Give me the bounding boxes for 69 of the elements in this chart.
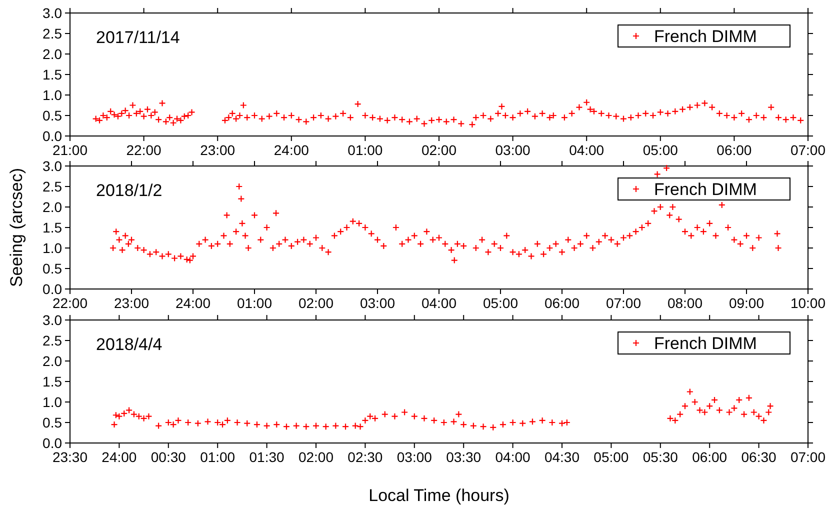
y-tick-label: 3.0	[42, 312, 62, 328]
text: 02:00	[421, 142, 457, 158]
x-tick-label: 04:00	[495, 449, 531, 465]
y-axis-title: Seeing (arcsec)	[7, 168, 26, 288]
x-tick-label: 06:30	[741, 449, 777, 465]
y-tick-label: 2.0	[42, 46, 62, 62]
x-tick-label: 01:00	[200, 449, 236, 465]
y-tick-label: 1.5	[42, 66, 62, 82]
x-tick-label: 05:00	[594, 449, 629, 465]
legend-label: French DIMM	[654, 180, 757, 199]
y-tick-label: 3.0	[42, 158, 62, 174]
x-tick-label: 00:30	[150, 449, 186, 465]
legend-label: French DIMM	[654, 26, 757, 46]
text: 23:00	[114, 295, 150, 311]
x-tick-label: 04:30	[544, 449, 580, 465]
x-tick-label: 24:00	[102, 449, 137, 465]
x-tick-label: 23:30	[52, 449, 88, 465]
y-tick-label: 0.5	[42, 260, 62, 276]
x-tick-label: 03:30	[446, 449, 482, 465]
y-tick-label: 2.5	[42, 25, 62, 42]
y-tick-label: 2.0	[42, 198, 62, 215]
y-tick-label: 1.0	[42, 394, 62, 410]
text: 03:00	[495, 142, 530, 158]
text: 02:00	[298, 295, 334, 311]
text: 04:00	[569, 142, 604, 158]
y-tick-label: 2.5	[42, 332, 62, 348]
legend-label: French DIMM	[654, 334, 757, 353]
text: 05:00	[482, 295, 518, 311]
y-tick-label: 1.0	[42, 86, 62, 103]
y-tick-label: 0.0	[42, 434, 62, 451]
x-tick-label: 05:30	[642, 449, 678, 465]
text: 10:00	[790, 295, 826, 311]
y-tick-label: 0.5	[42, 107, 62, 124]
text: 07:00	[790, 142, 826, 158]
y-tick-label: 0.5	[42, 414, 62, 430]
text: 24:00	[274, 142, 309, 158]
y-tick-label: 1.0	[42, 240, 62, 256]
y-tick-label: 0.0	[42, 128, 62, 144]
x-tick-label: 01:30	[249, 449, 285, 465]
text: 21:00	[52, 142, 88, 158]
text: 24:00	[175, 295, 211, 311]
text: 09:00	[728, 295, 764, 311]
text: 22:00	[52, 295, 88, 311]
text: 03:00	[360, 295, 396, 311]
y-tick-label: 1.5	[42, 219, 62, 236]
text: 23:00	[200, 142, 236, 158]
x-tick-label: 02:30	[348, 449, 383, 465]
y-tick-label: 1.5	[42, 373, 62, 390]
text: 01:00	[348, 142, 383, 158]
annotation: 2017/11/14	[96, 28, 180, 47]
text: 22:00	[126, 142, 162, 158]
text: 08:00	[667, 295, 703, 311]
y-tick-label: 3.0	[42, 4, 62, 21]
y-tick-label: 0.0	[42, 280, 62, 297]
text: 06:00	[716, 142, 752, 158]
x-tick-label: 03:00	[396, 449, 432, 465]
annotation: 2018/1/2	[96, 181, 162, 200]
x-tick-label: 07:00	[790, 449, 826, 465]
text: 05:00	[642, 142, 678, 158]
y-tick-label: 2.0	[42, 352, 62, 369]
text: 04:00	[421, 295, 457, 311]
y-tick-label: 2.5	[42, 178, 62, 194]
text: 01:00	[236, 295, 272, 311]
text: 07:00	[606, 295, 642, 311]
annotation: 2018/4/4	[96, 335, 162, 354]
x-tick-label: 02:00	[298, 449, 334, 465]
text: 06:00	[544, 295, 580, 311]
x-tick-label: 06:00	[692, 449, 728, 465]
x-axis-title: Local Time (hours)	[368, 486, 510, 505]
